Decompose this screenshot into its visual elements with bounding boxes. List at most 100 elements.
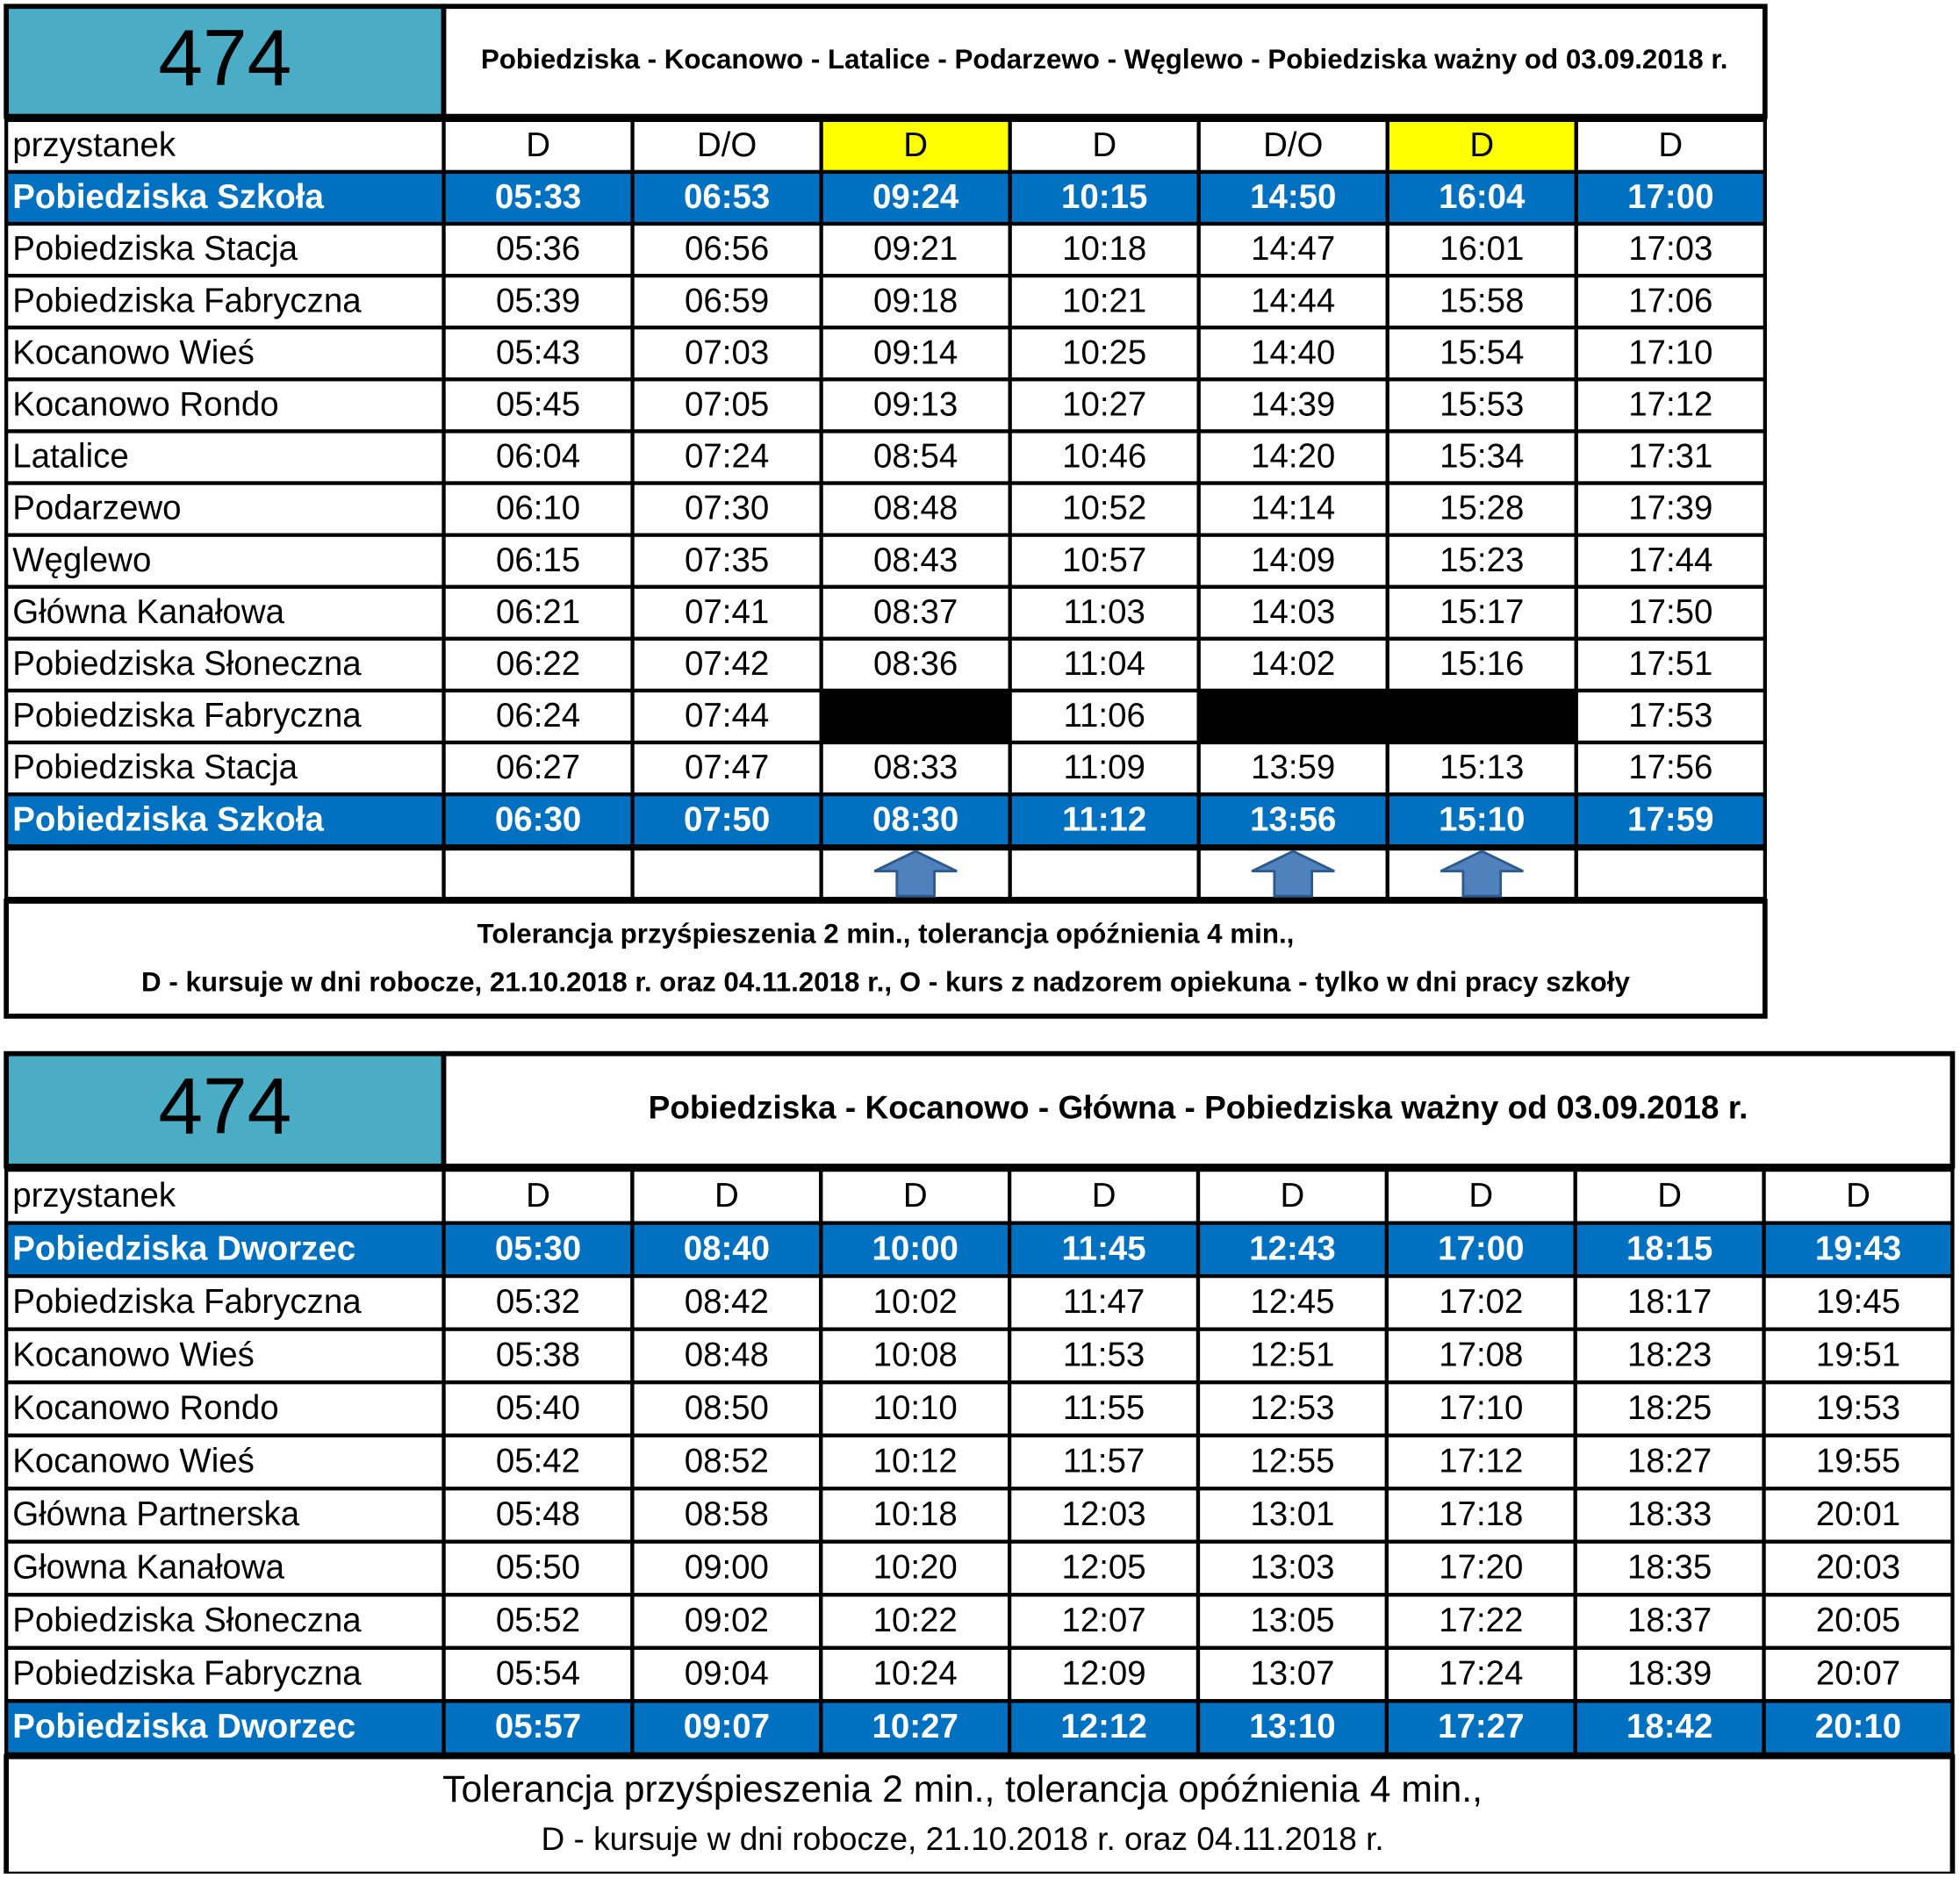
title-box	[441, 4, 1768, 119]
cell-text: 07:44	[685, 697, 769, 735]
cell-text: 07:41	[685, 593, 769, 631]
cell	[630, 1274, 823, 1331]
cell-text: 05:42	[496, 1443, 580, 1480]
cell	[630, 274, 823, 330]
cell	[630, 1699, 823, 1757]
cell-text: 17:08	[1439, 1337, 1523, 1374]
cell-text: 09:13	[873, 385, 958, 423]
cell-text: 05:45	[496, 385, 580, 423]
cell	[819, 169, 1012, 226]
cell	[1195, 1645, 1389, 1703]
cell-text: D	[1468, 1177, 1493, 1215]
empty-cell	[1008, 846, 1201, 901]
cell	[1385, 169, 1578, 226]
cell-text: 05:48	[496, 1495, 580, 1533]
cell	[1008, 636, 1201, 693]
cell-text: D	[1092, 1177, 1116, 1215]
cell	[442, 792, 635, 849]
cell-text: 20:07	[1816, 1655, 1900, 1693]
cell-text: 17:59	[1627, 800, 1713, 838]
cell	[1574, 792, 1767, 849]
cell	[442, 169, 635, 226]
cell	[1573, 1380, 1766, 1437]
cell-text: 17:44	[1628, 541, 1712, 579]
cell	[630, 740, 823, 797]
cell-text: 09:14	[873, 333, 958, 371]
cell-text: 18:23	[1627, 1337, 1712, 1374]
stop-name: Latalice	[12, 438, 129, 476]
cell-text: 14:03	[1251, 593, 1335, 631]
cell-text: 17:06	[1628, 282, 1712, 319]
cell-text: 07:47	[685, 749, 769, 786]
stop-name: Podarzewo	[12, 490, 181, 527]
stop-name: Węglewo	[12, 541, 151, 579]
cell-text: 18:42	[1626, 1708, 1712, 1745]
cell-text: 17:51	[1628, 645, 1712, 683]
cell	[4, 1327, 446, 1385]
cell-text: D	[1281, 1177, 1305, 1215]
cell	[1008, 1487, 1201, 1544]
arrow	[873, 849, 958, 898]
cell-text: 10:18	[873, 1495, 958, 1533]
cell	[1762, 1539, 1955, 1597]
cell-text: 12:05	[1061, 1549, 1145, 1587]
cell	[1574, 636, 1767, 693]
cell-text: 19:55	[1816, 1443, 1900, 1480]
cell	[1008, 792, 1201, 849]
cell	[4, 1487, 446, 1544]
cell	[819, 377, 1012, 434]
cell-text: 17:20	[1439, 1549, 1523, 1587]
cell-text: 11:45	[1061, 1229, 1145, 1267]
cell-text: 19:43	[1815, 1229, 1901, 1267]
cell	[1762, 1221, 1955, 1279]
cell-text: 14:40	[1251, 333, 1335, 371]
cell	[1008, 221, 1201, 278]
cell	[1384, 1221, 1577, 1279]
cell	[630, 1433, 823, 1491]
cell-text: 10:20	[873, 1549, 958, 1587]
cell-text: 18:25	[1627, 1389, 1712, 1427]
cell-text: 17:00	[1627, 178, 1713, 216]
cell-text: 07:05	[685, 385, 769, 423]
stop-name: Kocanowo Wieś	[12, 333, 255, 371]
cell-text: 11:53	[1063, 1337, 1145, 1374]
cell	[630, 1593, 823, 1650]
cell-text: 05:39	[496, 282, 580, 319]
cell	[630, 326, 823, 382]
cell	[442, 740, 635, 797]
cell-text: 17:27	[1438, 1708, 1524, 1745]
footer-text: D - kursuje w dni robocze, 21.10.2018 r.…	[541, 1820, 1383, 1857]
cell	[1385, 584, 1578, 641]
cell-text: 07:50	[684, 800, 770, 838]
cell-text: 08:37	[873, 593, 958, 631]
route-number: 474	[158, 1062, 291, 1151]
cell	[1008, 584, 1201, 641]
cell-text: 20:05	[1816, 1602, 1900, 1639]
cell	[1196, 377, 1389, 434]
cell-text: 09:04	[685, 1655, 769, 1693]
cell-text: 13:59	[1251, 749, 1335, 786]
cell-text: 14:09	[1251, 541, 1335, 579]
cell-text: D/O	[697, 126, 757, 164]
cell-text: 05:52	[496, 1602, 580, 1639]
cell-text: 10:21	[1062, 282, 1146, 319]
cell-text: 09:24	[872, 178, 959, 216]
cell	[819, 792, 1012, 849]
cell-text: 20:03	[1816, 1549, 1900, 1587]
cell	[1008, 429, 1201, 485]
stop-name: Kocanowo Rondo	[12, 1389, 278, 1427]
cell-text: 12:12	[1060, 1708, 1146, 1745]
title-box	[441, 1050, 1956, 1169]
stop-name: Pobiedziska Słoneczna	[12, 1602, 362, 1639]
cell-text: 08:33	[873, 749, 958, 786]
cell-text: 12:55	[1250, 1443, 1334, 1480]
cell-text: 06:04	[496, 438, 580, 476]
cell-text: 17:02	[1439, 1283, 1523, 1321]
cell	[819, 1274, 1012, 1331]
cell-text: 06:24	[496, 697, 580, 735]
cell-text: 10:52	[1062, 490, 1146, 527]
cell-text: 15:54	[1439, 333, 1524, 371]
cell-text: 11:03	[1064, 593, 1145, 631]
cell-text: 07:30	[685, 490, 769, 527]
